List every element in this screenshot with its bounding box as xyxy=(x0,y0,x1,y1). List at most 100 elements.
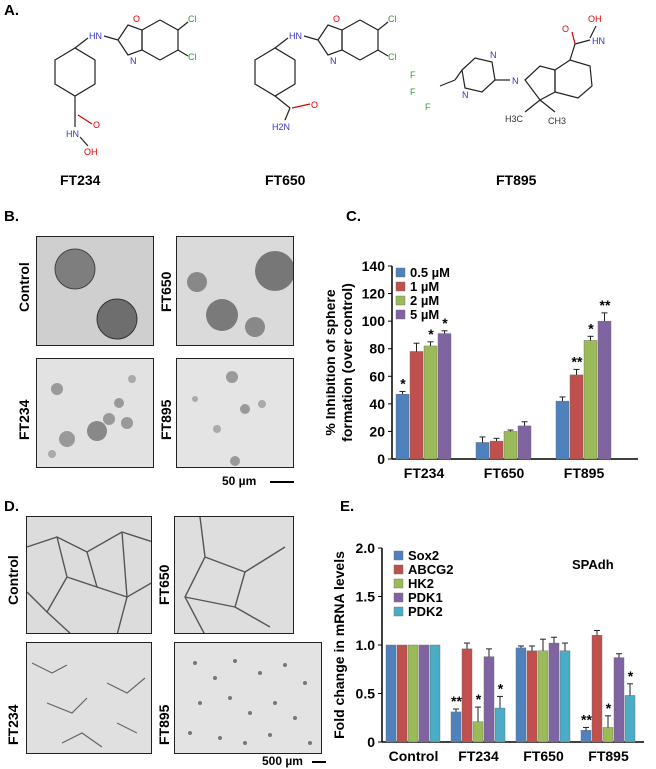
y-axis-label: Fold change in mRNA levels xyxy=(331,551,347,739)
legend-label: HK2 xyxy=(408,576,434,591)
y-tick-label: 60 xyxy=(369,368,385,384)
ft895-f2-label: F xyxy=(410,87,416,97)
y-axis-label-line: % Inhibition of sphere xyxy=(326,289,338,435)
chemical-structures: HN O N Cl Cl O HN OH HN O N Cl Cl O H2N … xyxy=(54,14,605,157)
chart-c-sphere-inhibition: 0 20 40 60 80 100 120 140 % Inhibition of sphere… xyxy=(326,258,638,481)
legend-label: 0.5 µM xyxy=(410,265,450,280)
legend-label: 2 µM xyxy=(410,293,439,308)
panel-letter-a: A. xyxy=(4,2,19,19)
bar xyxy=(517,425,532,460)
bar xyxy=(461,648,473,743)
panel-letter-b: B. xyxy=(4,208,19,225)
sphere-drawing xyxy=(187,251,293,337)
significance-marker: * xyxy=(498,680,504,696)
bar xyxy=(396,644,408,743)
y-tick-label: 1.5 xyxy=(356,589,376,605)
bar xyxy=(475,442,490,460)
y-tick-label: 0.5 xyxy=(356,686,376,702)
ft650-carbonyl-o-label: O xyxy=(311,100,318,110)
y-tick-label: 140 xyxy=(362,258,386,274)
bar xyxy=(409,351,424,460)
ft650-n-label: N xyxy=(330,56,337,66)
legend-label: 1 µM xyxy=(410,279,439,294)
ft234-cl2-label: Cl xyxy=(188,52,197,62)
bar xyxy=(395,394,410,460)
bar xyxy=(503,431,518,460)
ft234-benzo-ring xyxy=(141,19,179,61)
panel-d-col-label-ft895: FT895 xyxy=(156,704,172,745)
micrograph-b-ft234 xyxy=(36,358,154,468)
panel-d-row-label-ft234: FT234 xyxy=(5,704,21,745)
ft650-nh2-label: H2N xyxy=(272,122,290,132)
compound-label-ft234: FT234 xyxy=(60,172,101,188)
bar xyxy=(418,644,430,743)
sphere-drawing xyxy=(54,248,138,340)
micrograph-b-control xyxy=(36,236,154,346)
panel-b-col-label-ft895: FT895 xyxy=(158,399,174,440)
micrograph-d-control xyxy=(26,516,152,634)
chart-e-mrna-levels: 0 0.5 1.0 1.5 2.0 Fold change in mRNA levels C… xyxy=(331,540,644,764)
legend-label: Sox2 xyxy=(408,548,439,563)
y-tick-label: 40 xyxy=(369,396,385,412)
tube-network-drawing xyxy=(184,517,286,633)
bar xyxy=(624,695,636,743)
ft234-nh-label: HN xyxy=(89,31,102,41)
x-tick-label: FT895 xyxy=(588,748,629,764)
bar xyxy=(555,400,570,460)
bar xyxy=(423,345,438,460)
significance-marker: ** xyxy=(581,711,592,727)
bar xyxy=(613,657,625,743)
significance-marker: * xyxy=(428,326,434,342)
legend-swatch xyxy=(393,606,404,617)
ft234-carbonyl-o-label: O xyxy=(93,120,100,130)
panel-b-scalebar xyxy=(270,481,294,483)
bar xyxy=(489,440,504,460)
bar xyxy=(591,635,603,743)
bar xyxy=(437,333,452,460)
panel-d-scalebar xyxy=(312,761,326,763)
y-tick-label: 80 xyxy=(369,341,385,357)
significance-marker: ** xyxy=(572,353,583,369)
legend-swatch xyxy=(393,564,404,575)
micrograph-d-ft650 xyxy=(174,516,294,634)
legend-swatch xyxy=(393,592,404,603)
ft895-ring-n-label: N xyxy=(512,76,519,86)
legend-swatch xyxy=(395,295,406,306)
ft650-cl1-label: Cl xyxy=(388,14,397,24)
legend-swatch xyxy=(393,550,404,561)
ft234-n-label: N xyxy=(130,56,137,66)
ft650-nh-label: HN xyxy=(289,31,302,41)
bar xyxy=(548,642,560,743)
y-tick-label: 0 xyxy=(367,734,375,750)
bar xyxy=(494,707,506,743)
bar xyxy=(559,650,571,743)
sphere-drawing xyxy=(48,375,136,458)
x-tick-label: FT234 xyxy=(458,748,499,764)
bar xyxy=(515,647,527,743)
micrograph-d-ft895 xyxy=(174,642,322,754)
y-tick-label: 0 xyxy=(377,451,385,467)
ft650-o-label: O xyxy=(333,14,340,24)
legend-label: ABCG2 xyxy=(408,562,454,577)
panel-b-col-label-ft650: FT650 xyxy=(158,271,174,312)
ft895-oh-label: OH xyxy=(588,14,602,24)
significance-marker: ** xyxy=(451,693,462,709)
scattered-cells-drawing xyxy=(188,659,312,745)
y-tick-label: 1.0 xyxy=(356,637,376,653)
y-tick-label: 2.0 xyxy=(356,540,376,556)
panel-d-col-label-ft650: FT650 xyxy=(156,564,172,605)
ft895-f3-label: F xyxy=(425,102,431,112)
bar xyxy=(537,650,549,743)
y-axis-label-line: formation (over control) xyxy=(339,283,355,442)
sphere-drawing xyxy=(192,371,266,466)
y-tick-label: 100 xyxy=(362,313,386,329)
panel-letter-c: C. xyxy=(346,208,361,225)
ft895-pyrazine-n1-label: N xyxy=(490,50,497,60)
bar xyxy=(407,644,419,743)
x-tick-label: FT650 xyxy=(523,748,564,764)
legend-label: PDK2 xyxy=(408,604,443,619)
ft895-methyl2-label: CH3 xyxy=(548,116,566,126)
bar xyxy=(580,730,592,743)
ft650-cl2-label: Cl xyxy=(388,52,397,62)
micrograph-b-ft650 xyxy=(176,236,294,346)
